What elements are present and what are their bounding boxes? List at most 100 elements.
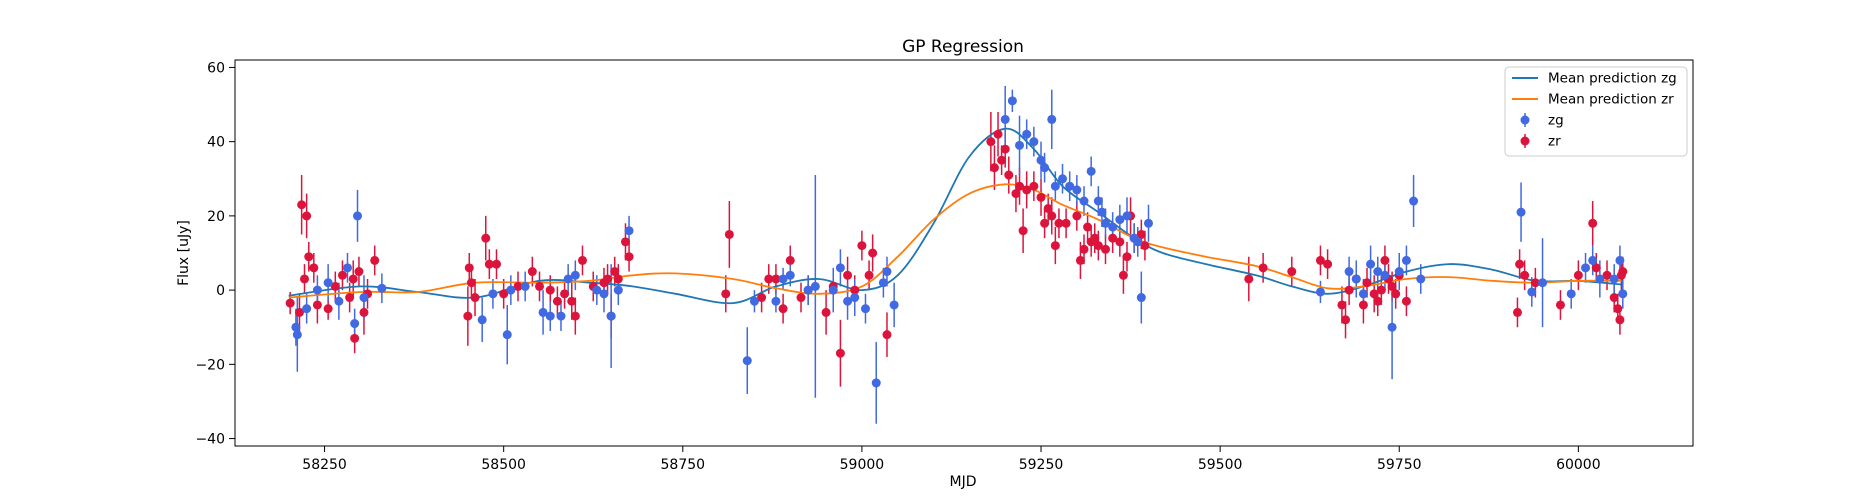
zr-point <box>1050 241 1060 251</box>
zr-point <box>610 267 620 277</box>
x-axis-ticks: 58250 58500 58750 59000 59250 59500 59750 60000 <box>302 446 1601 473</box>
zg-point <box>828 285 838 295</box>
zr-point <box>359 307 369 317</box>
zr-point <box>613 274 623 284</box>
zr-point <box>1122 252 1132 262</box>
zr-point <box>1244 274 1254 284</box>
zg-point <box>377 283 387 293</box>
zg-point <box>506 285 516 295</box>
zr-point <box>309 263 319 273</box>
zr-point <box>1054 218 1064 228</box>
zr-point <box>1337 300 1347 310</box>
chart-title: GP Regression <box>902 37 1024 57</box>
zr-point <box>1083 222 1093 232</box>
zg-point <box>850 293 860 303</box>
zg-point <box>1101 218 1111 228</box>
zg-point <box>570 270 580 280</box>
zg-point <box>563 274 573 284</box>
zg-point <box>1595 274 1605 284</box>
zg-point <box>1344 267 1354 277</box>
zr-point <box>1555 300 1565 310</box>
zr-point <box>1520 270 1530 280</box>
zr-point <box>534 281 544 291</box>
zr-point <box>1323 259 1333 269</box>
legend-swatch-zg-marker <box>1520 115 1530 125</box>
zg-point <box>1097 207 1107 217</box>
zr-point <box>1387 281 1397 291</box>
zg-point <box>502 330 512 340</box>
zg-point <box>359 293 369 303</box>
zr-point <box>1090 233 1100 243</box>
zr-point <box>1061 218 1071 228</box>
zr-point <box>724 229 734 239</box>
zr-point <box>1376 285 1386 295</box>
zr-point <box>882 330 892 340</box>
zg-point <box>742 356 752 366</box>
zg-point <box>1065 181 1075 191</box>
zg-point <box>1079 196 1089 206</box>
zr-point <box>1118 270 1128 280</box>
zr-point <box>1072 211 1082 221</box>
zg-point <box>1029 137 1039 147</box>
zr-point <box>764 274 774 284</box>
legend-box <box>1504 66 1688 157</box>
zg-point <box>538 307 548 317</box>
zg-point <box>1036 155 1046 165</box>
zg-point <box>771 296 781 306</box>
zg-point <box>1108 222 1118 232</box>
zr-point <box>1530 278 1540 288</box>
zg-point <box>1409 196 1419 206</box>
zg-point <box>606 311 616 321</box>
zg-point <box>520 281 530 291</box>
zr-point <box>1602 270 1612 280</box>
zr-point <box>1315 255 1325 265</box>
zg-point <box>1133 237 1143 247</box>
zr-point <box>864 270 874 280</box>
zr-point <box>1373 296 1383 306</box>
zr-point <box>778 304 788 314</box>
zg-point <box>1136 293 1146 303</box>
zg-point <box>599 289 609 299</box>
zr-point <box>302 211 312 221</box>
zr-point <box>354 267 364 277</box>
zg-point <box>1416 274 1426 284</box>
zg-point <box>1058 174 1068 184</box>
zg-point <box>334 296 344 306</box>
zg-point <box>291 322 301 332</box>
zr-point <box>1140 241 1150 251</box>
zr-point <box>771 274 781 284</box>
zg-point <box>1581 263 1591 273</box>
zr-point <box>796 293 806 303</box>
zg-point <box>556 311 566 321</box>
zg-point <box>323 278 333 288</box>
zg-point <box>302 304 312 314</box>
zg-point <box>1143 218 1153 228</box>
zg-point <box>342 263 352 273</box>
zg-point <box>1122 211 1132 221</box>
zg-point <box>1373 267 1383 277</box>
zr-point <box>997 155 1007 165</box>
legend-label-zr: zr <box>1548 134 1561 150</box>
zr-point <box>1004 170 1014 180</box>
y-tick-label: 20 <box>207 209 225 225</box>
zr-point <box>843 270 853 280</box>
zr-point <box>986 137 996 147</box>
y-tick-label: 60 <box>207 60 225 76</box>
zr-point <box>1043 203 1053 213</box>
zr-point <box>857 241 867 251</box>
zr-point <box>1512 307 1522 317</box>
zr-point <box>1079 244 1089 254</box>
zg-point <box>1516 207 1526 217</box>
zr-point <box>466 278 476 288</box>
zr-point <box>1040 218 1050 228</box>
zg-point <box>1007 96 1017 106</box>
zr-point <box>1588 218 1598 228</box>
zg-point <box>860 304 870 314</box>
x-tick-label: 58750 <box>661 457 706 473</box>
zg-point <box>613 285 623 295</box>
zg-point <box>545 311 555 321</box>
zr-point <box>337 270 347 280</box>
zg-point <box>778 274 788 284</box>
zg-point <box>477 315 487 325</box>
